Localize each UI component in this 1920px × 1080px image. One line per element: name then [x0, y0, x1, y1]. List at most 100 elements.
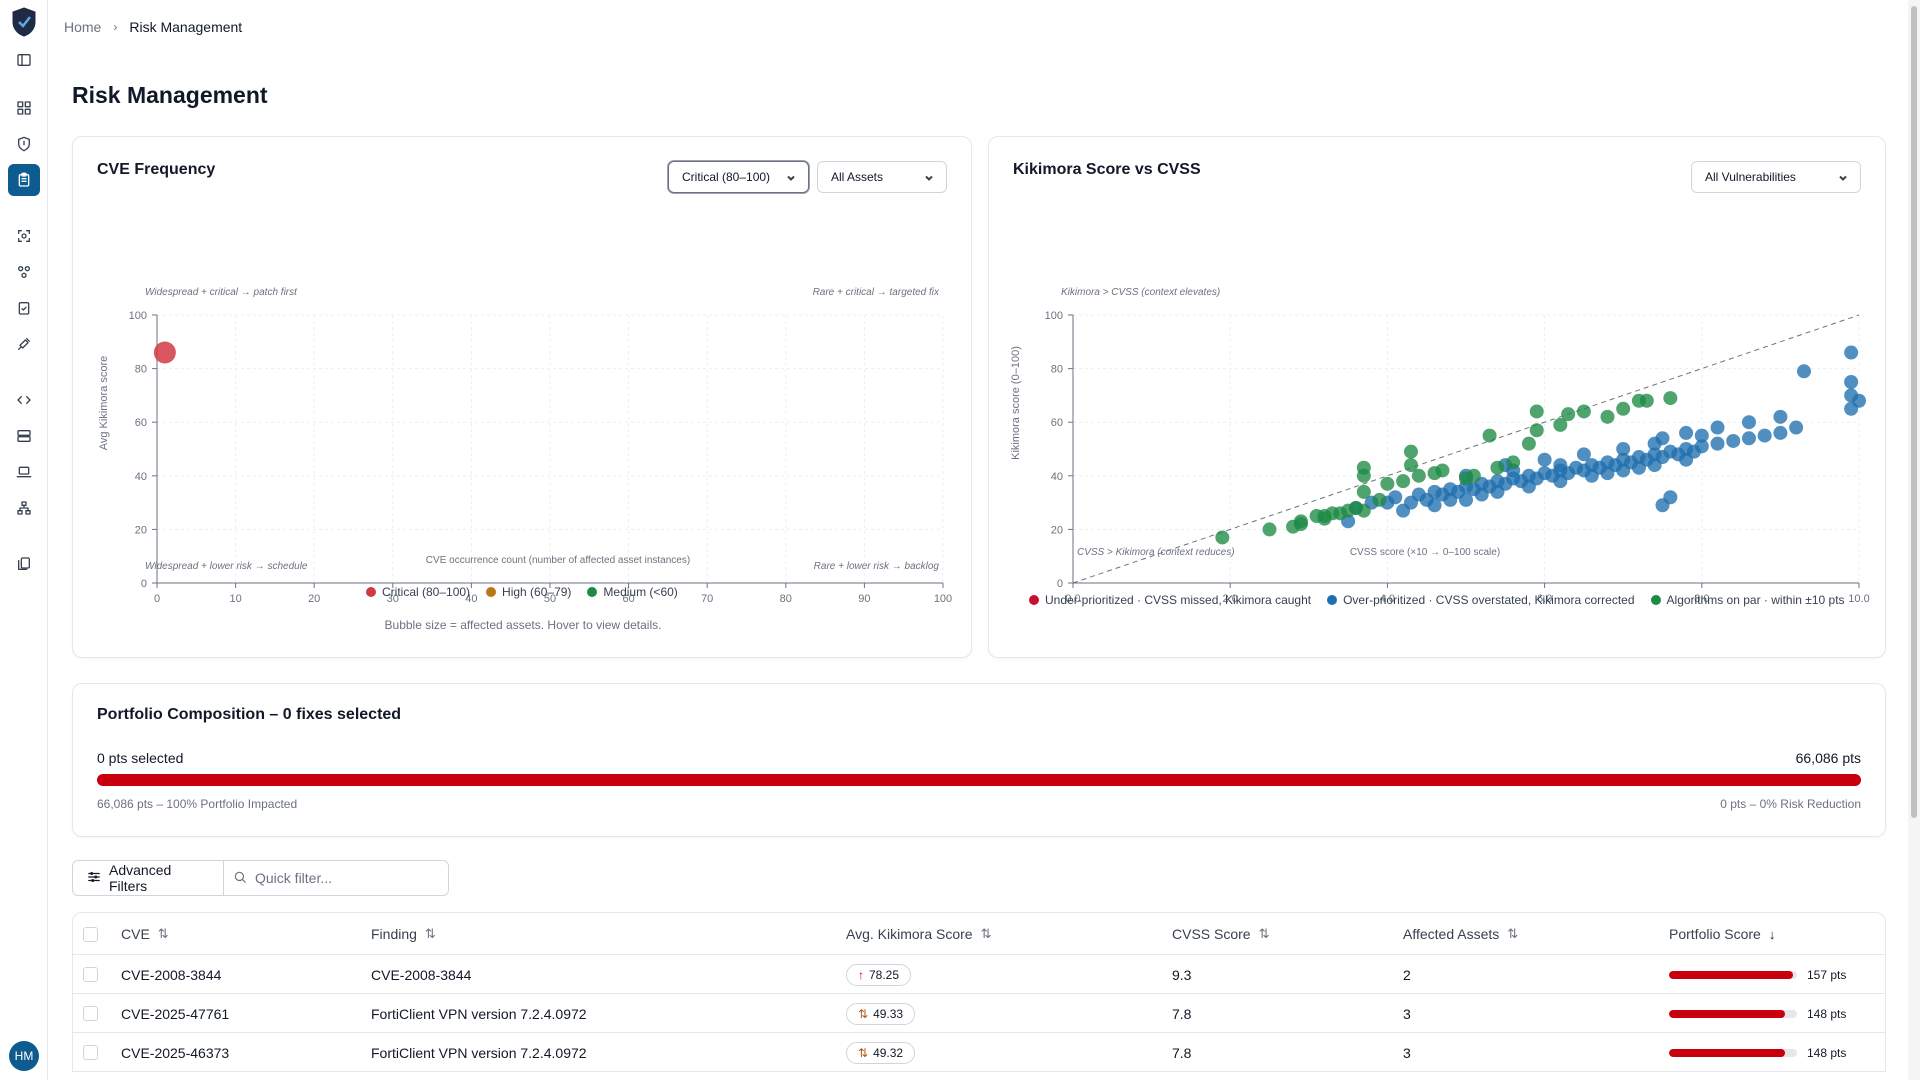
scatter-point[interactable]: [1576, 404, 1591, 419]
legend-high[interactable]: High (60–79): [486, 585, 571, 599]
legend-under[interactable]: Under-prioritized · CVSS missed, Kikimor…: [1029, 593, 1311, 607]
cell-cve[interactable]: CVE-2025-47761: [121, 1005, 230, 1022]
legend-par[interactable]: Algorithms on par · within ±10 pts: [1650, 593, 1845, 607]
breadcrumb-home[interactable]: Home: [64, 19, 102, 35]
scatter-point[interactable]: [1796, 364, 1811, 379]
scatter-point[interactable]: [1789, 420, 1804, 435]
scrollbar-thumb[interactable]: [1911, 6, 1917, 818]
scatter-point[interactable]: [1482, 428, 1497, 443]
scatter-point[interactable]: [1380, 476, 1395, 491]
column-finding[interactable]: Finding ⇅: [371, 926, 436, 942]
app-logo[interactable]: [10, 6, 38, 38]
legend-critical[interactable]: Critical (80–100): [366, 585, 470, 599]
scatter-point[interactable]: [1639, 393, 1654, 408]
scatter-point[interactable]: [1679, 425, 1694, 440]
scatter-point[interactable]: [1741, 415, 1756, 430]
scatter-point[interactable]: [1616, 442, 1631, 456]
scatter-point[interactable]: [1694, 439, 1709, 454]
scatter-point[interactable]: [1553, 417, 1568, 432]
cell-cve[interactable]: CVE-2025-46373: [121, 1044, 230, 1061]
tasks-icon[interactable]: [12, 296, 36, 320]
sort-icon[interactable]: ⇅: [424, 926, 436, 941]
column-cve[interactable]: CVE ⇅: [121, 926, 169, 942]
sort-icon[interactable]: ⇅: [1258, 926, 1270, 941]
scatter-point[interactable]: [1490, 484, 1505, 499]
risk-management-icon[interactable]: [8, 164, 40, 196]
scatter-point[interactable]: [1396, 503, 1411, 518]
select-all-checkbox[interactable]: [83, 927, 98, 942]
scatter-point[interactable]: [1844, 375, 1859, 389]
column-kikimora[interactable]: Avg. Kikimora Score ⇅: [846, 926, 992, 942]
advanced-filters-button[interactable]: Advanced Filters: [73, 861, 224, 895]
scatter-point[interactable]: [1466, 468, 1481, 483]
laptop-icon[interactable]: [12, 460, 36, 484]
table-row[interactable]: CVE-2008-3844 CVE-2008-3844 ↑ 78.25 9.3 2 157 …: [73, 955, 1885, 994]
sort-desc-icon[interactable]: ↓: [1768, 926, 1776, 942]
scatter-point[interactable]: [1521, 479, 1536, 494]
vulnerability-select[interactable]: All Vulnerabilities: [1691, 161, 1861, 193]
scatter-point[interactable]: [1757, 428, 1772, 443]
scatter-point[interactable]: [1694, 428, 1709, 443]
quick-filter[interactable]: [224, 861, 448, 895]
dashboard-icon[interactable]: [12, 96, 36, 120]
scatter-point[interactable]: [1459, 492, 1473, 507]
scatter-point[interactable]: [1710, 436, 1725, 451]
scatter-point[interactable]: [1741, 431, 1756, 446]
bubble-point[interactable]: [153, 341, 176, 364]
scatter-point[interactable]: [1844, 401, 1859, 416]
scatter-point[interactable]: [1403, 458, 1418, 473]
table-row[interactable]: CVE-2025-46373 FortiClient VPN version 7.…: [73, 1033, 1885, 1072]
scatter-point[interactable]: [1262, 522, 1277, 537]
row-checkbox[interactable]: [83, 1006, 98, 1021]
scatter-point[interactable]: [1844, 345, 1859, 360]
column-affected-assets[interactable]: Affected Assets ⇅: [1403, 926, 1519, 942]
scatter-point[interactable]: [1474, 487, 1489, 502]
sidebar-toggle-icon[interactable]: [12, 48, 36, 72]
severity-select[interactable]: Critical (80–100): [668, 161, 809, 193]
scatter-point[interactable]: [1584, 468, 1599, 483]
quick-filter-input[interactable]: [255, 870, 445, 886]
scatter-point[interactable]: [1356, 484, 1371, 499]
table-row[interactable]: CVE-2025-47761 FortiClient VPN version 7.…: [73, 994, 1885, 1033]
code-icon[interactable]: [12, 388, 36, 412]
scatter-point[interactable]: [1647, 436, 1662, 451]
scatter-point[interactable]: [1600, 409, 1615, 424]
scatter-point[interactable]: [1356, 468, 1371, 483]
cell-cve[interactable]: CVE-2008-3844: [121, 966, 222, 983]
scatter-point[interactable]: [1726, 433, 1741, 448]
scatter-point[interactable]: [1663, 391, 1678, 406]
scatter-point[interactable]: [1616, 463, 1631, 478]
scatter-point[interactable]: [1396, 474, 1411, 489]
scatter-point[interactable]: [1372, 492, 1387, 507]
scatter-point[interactable]: [1388, 490, 1403, 505]
sort-icon[interactable]: ⇅: [157, 926, 169, 941]
column-portfolio-score[interactable]: Portfolio Score ↓: [1669, 926, 1776, 942]
scatter-point[interactable]: [1631, 460, 1646, 475]
scatter-point[interactable]: [1553, 474, 1568, 489]
scatter-point[interactable]: [1576, 447, 1591, 462]
asset-select[interactable]: All Assets: [817, 161, 947, 193]
scatter-point[interactable]: [1663, 490, 1678, 505]
scatter-point[interactable]: [1647, 458, 1662, 473]
row-checkbox[interactable]: [83, 967, 98, 982]
scan-icon[interactable]: [12, 224, 36, 248]
legend-over[interactable]: Over-prioritized · CVSS overstated, Kiki…: [1327, 593, 1635, 607]
servers-icon[interactable]: [12, 424, 36, 448]
row-checkbox[interactable]: [83, 1045, 98, 1060]
scatter-point[interactable]: [1773, 409, 1788, 424]
scatter-point[interactable]: [1537, 452, 1552, 467]
scatter-point[interactable]: [1529, 404, 1544, 419]
scatter-point[interactable]: [1411, 468, 1426, 483]
scatter-point[interactable]: [1561, 407, 1576, 422]
scatter-point[interactable]: [1553, 458, 1568, 473]
scatter-point[interactable]: [1443, 492, 1458, 507]
scatter-point[interactable]: [1490, 460, 1505, 475]
shield-icon[interactable]: [12, 132, 36, 156]
network-icon[interactable]: [12, 496, 36, 520]
scatter-point[interactable]: [1427, 498, 1442, 513]
page-scrollbar[interactable]: [1908, 0, 1920, 1080]
user-avatar[interactable]: HM: [9, 1041, 39, 1071]
scatter-point[interactable]: [1403, 444, 1418, 459]
scatter-point[interactable]: [1521, 436, 1536, 451]
scatter-point[interactable]: [1616, 401, 1631, 416]
